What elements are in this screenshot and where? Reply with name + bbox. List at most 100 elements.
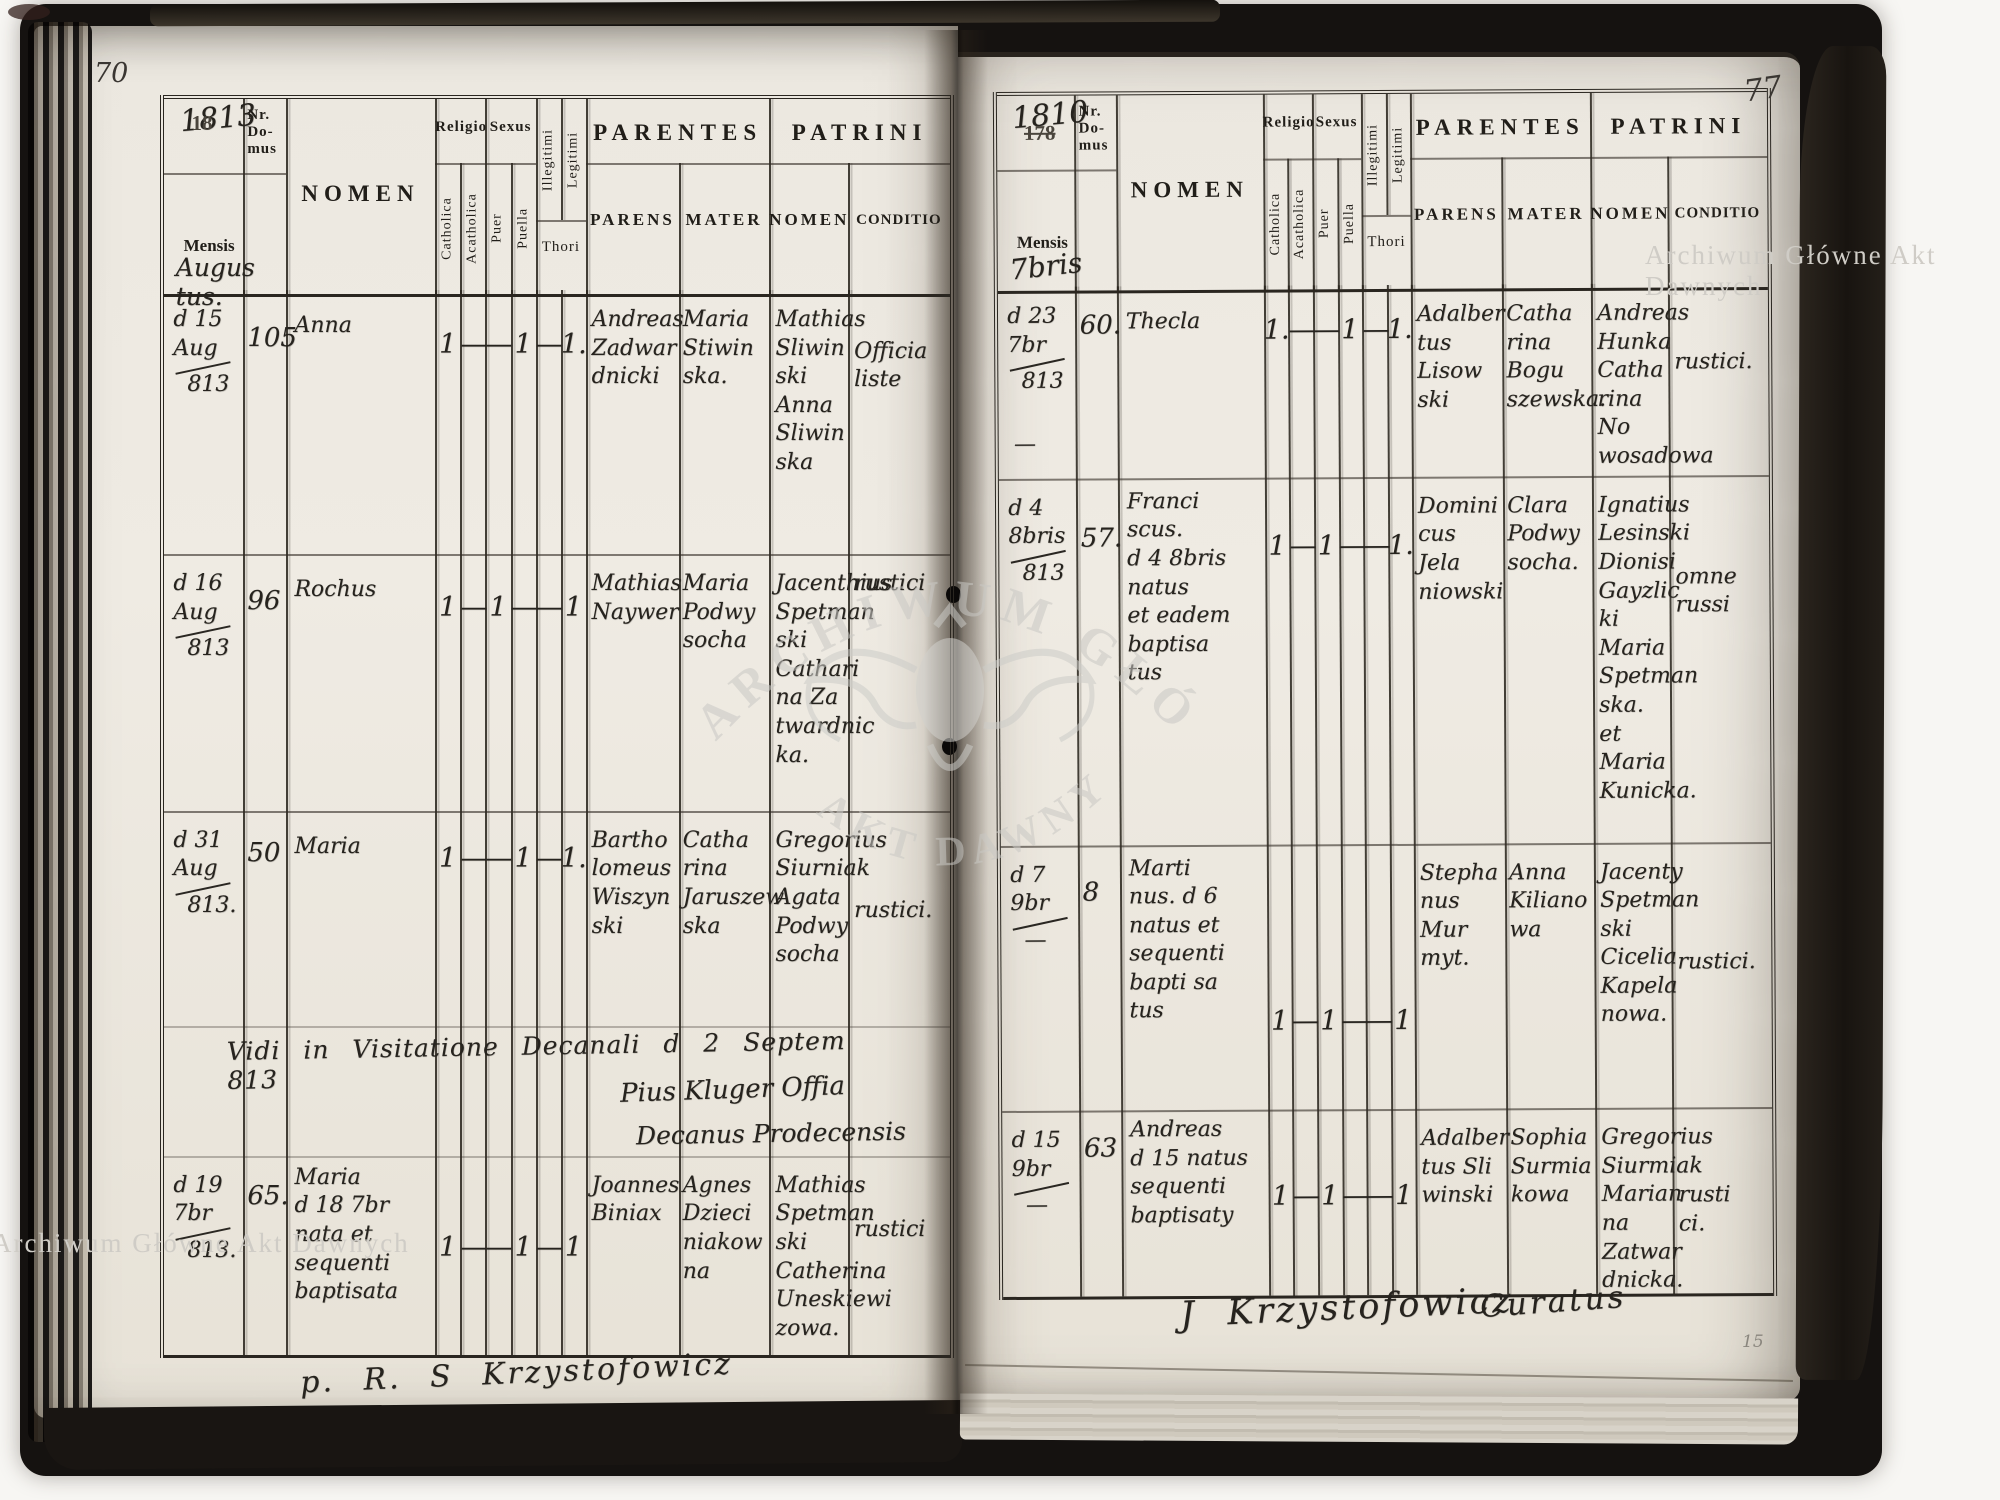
- col-label-sexus: Sexus: [1315, 113, 1358, 130]
- col-label-illegitimi: Illegitimi: [540, 128, 556, 191]
- cell-illegitimi-mark: —: [535, 842, 563, 874]
- date-year: 813: [187, 636, 230, 662]
- cell-catholica-mark: 1: [1268, 530, 1286, 562]
- cell-parens: Domini cus Jela niowski: [1417, 493, 1504, 605]
- cell-mater: Catha rina Bogu szewska.: [1506, 301, 1607, 413]
- col-label-legitimi: Legitimi: [565, 131, 581, 188]
- column-rule: [460, 290, 463, 1355]
- column-rule: [535, 290, 538, 1355]
- cell-patrini-nomen: Mathias Sliwin ski Anna Sliwin ska: [775, 307, 866, 475]
- cell-parens: Stepha nus Mur myt.: [1419, 859, 1499, 972]
- cell-nomen: Rochus: [294, 577, 377, 603]
- cell-date: d 16 Aug 813: [173, 570, 245, 698]
- col-label-patrini: PATRINI: [791, 120, 928, 146]
- row-rule: [164, 554, 950, 557]
- cell-thori-mark: 1.: [560, 328, 587, 360]
- column-rule: [510, 163, 513, 294]
- column-rule: [586, 99, 589, 294]
- cell-conditio: rustici: [854, 1216, 926, 1242]
- cell-parens: Mathias Naywer: [591, 571, 682, 625]
- col-label-parens: PARENS: [590, 210, 675, 230]
- column-rule: [485, 99, 488, 294]
- column-rule: [285, 290, 288, 1355]
- cell-nr-domus: 105: [247, 322, 297, 353]
- header-rule: [435, 163, 536, 166]
- col-label-puer: Puer: [1316, 209, 1332, 239]
- cell-acatholica-mark: —: [460, 328, 488, 360]
- col-label-conditio: CONDITIO: [856, 212, 942, 229]
- column-rule: [242, 290, 245, 1355]
- cell-conditio: omne russi: [1675, 564, 1737, 618]
- col-label-patrini-nomen: NOMEN: [769, 210, 850, 230]
- cell-parens: Andreas Zadwar dnicki: [591, 307, 684, 390]
- column-rule: [285, 99, 288, 294]
- cell-thori-mark: 1.: [1387, 530, 1414, 562]
- archive-watermark-top-right: Archiwum Główne Akt Dawnych: [1645, 240, 1937, 301]
- book-spine: [28, 22, 92, 1442]
- date-day: d 23 7br: [1007, 303, 1057, 358]
- col-label-religio: Religio: [435, 118, 488, 135]
- cell-puer-mark: 1: [1317, 530, 1336, 562]
- col-label-nr-domus: Nr. Do- mus: [1078, 103, 1109, 154]
- column-rule: [847, 290, 850, 1355]
- date-year: 813.: [187, 892, 237, 918]
- folio-number-bottom-right: 15: [1742, 1332, 1764, 1352]
- date-year: 813.: [187, 1238, 237, 1264]
- cell-conditio: rustici.: [1674, 349, 1753, 375]
- cell-puella-mark: —: [1341, 1004, 1369, 1037]
- column-rule: [847, 163, 850, 294]
- archive-watermark-bottom-left: Archiwum Główne Akt Dawnych: [0, 1228, 410, 1258]
- cell-nr-domus: 50: [247, 837, 281, 868]
- cell-parens: Adalber tus Sli winski: [1421, 1125, 1510, 1209]
- cell-puella-mark: —: [1338, 530, 1366, 562]
- cell-puella-mark: 1: [514, 842, 532, 874]
- cell-puer-mark: —: [485, 328, 513, 360]
- column-rule: [435, 290, 438, 1355]
- column-rule: [460, 163, 463, 294]
- mensis-handwritten: 7bris: [1007, 245, 1084, 287]
- scan-speck: [8, 4, 50, 20]
- col-label-mensis: Mensis: [183, 235, 235, 255]
- table-body-left: d 15 Aug 813 105 Anna 1 — — 1 — 1. Andrea…: [164, 290, 950, 1358]
- cell-illegitimi-mark: —: [1362, 313, 1390, 345]
- cell-illegitimi-mark: —: [1366, 1179, 1394, 1212]
- cell-mater: Maria Podwy socha: [682, 571, 756, 654]
- cell-thori-mark: 1: [1395, 1179, 1413, 1211]
- col-label-nr-domus: Nr. Do- mus: [247, 106, 277, 157]
- cell-patrini-nomen: Gregorius Siurmiak Marian na Zatwar dnic…: [1601, 1124, 1713, 1293]
- cell-puer-mark: 1: [1321, 1180, 1339, 1212]
- col-label-patrini: PATRINI: [1610, 113, 1747, 140]
- col-label-parens: PARENS: [1413, 204, 1499, 224]
- column-rule: [560, 290, 563, 1355]
- page-stack-edge: [959, 1393, 1799, 1445]
- col-label-mater: MATER: [685, 210, 763, 230]
- folio-number-left: 70: [94, 58, 129, 89]
- col-label-acatholica: Acatholica: [1291, 188, 1308, 260]
- cell-parens: Adalber tus Lisow ski: [1416, 301, 1505, 413]
- page-right: [958, 52, 1800, 1401]
- cell-illegitimi-mark: —: [535, 1231, 563, 1263]
- cell-thori-mark: 1: [1394, 1004, 1412, 1036]
- col-label-parentes: PARENTES: [593, 120, 763, 146]
- cell-nr-domus: 60.: [1079, 310, 1122, 341]
- cell-mater: Sophia Surmia kowa: [1510, 1125, 1592, 1208]
- date-day: d 16 Aug: [173, 571, 223, 625]
- cell-thori-mark: 1: [564, 592, 583, 624]
- cell-conditio: rusti ci.: [1678, 1182, 1731, 1237]
- col-label-legitimi: Legitimi: [1390, 126, 1406, 183]
- cell-parens: Joannes Biniax: [591, 1172, 680, 1227]
- column-rule: [242, 99, 245, 294]
- cell-puella-mark: 1: [514, 1231, 532, 1263]
- header-rule: [1410, 156, 1768, 161]
- column-rule: [769, 99, 772, 294]
- col-label-nomen: NOMEN: [1130, 176, 1249, 203]
- col-label-nomen: NOMEN: [301, 180, 420, 206]
- cell-puer-mark: —: [485, 1231, 513, 1263]
- cell-mater: Anna Kiliano wa: [1509, 859, 1588, 943]
- cell-thori-mark: 1: [564, 1231, 583, 1263]
- date-year: —: [1025, 1193, 1048, 1219]
- cell-conditio: rustici.: [854, 897, 933, 923]
- date-day: d 15 Aug: [173, 307, 223, 361]
- visitation-annotation-row: Vidi in Visitatione Decanali d 2 Septem …: [164, 1026, 950, 1156]
